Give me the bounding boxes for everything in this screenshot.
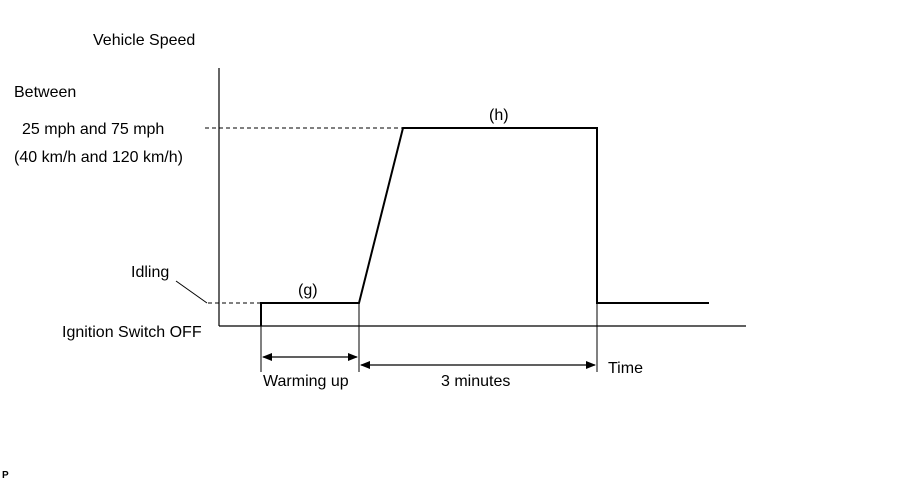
speed-profile-line [260, 127, 709, 326]
idling-leader-line [175, 280, 208, 304]
y-axis-title: Vehicle Speed [93, 32, 195, 49]
speed-range-label-line2: 25 mph and 75 mph [22, 121, 164, 138]
speed-range-label-line3: (40 km/h and 120 km/h) [14, 149, 183, 166]
phase-h-label: (h) [489, 107, 509, 124]
warming-up-label: Warming up [263, 373, 349, 390]
three-minutes-label: 3 minutes [441, 373, 510, 390]
ignition-off-label: Ignition Switch OFF [62, 324, 202, 341]
speed-range-label-line1: Between [14, 84, 76, 101]
phase-g-label: (g) [298, 282, 318, 299]
footer-mark: P [2, 470, 9, 481]
idling-label: Idling [131, 264, 169, 281]
x-axis-title: Time [608, 360, 643, 377]
